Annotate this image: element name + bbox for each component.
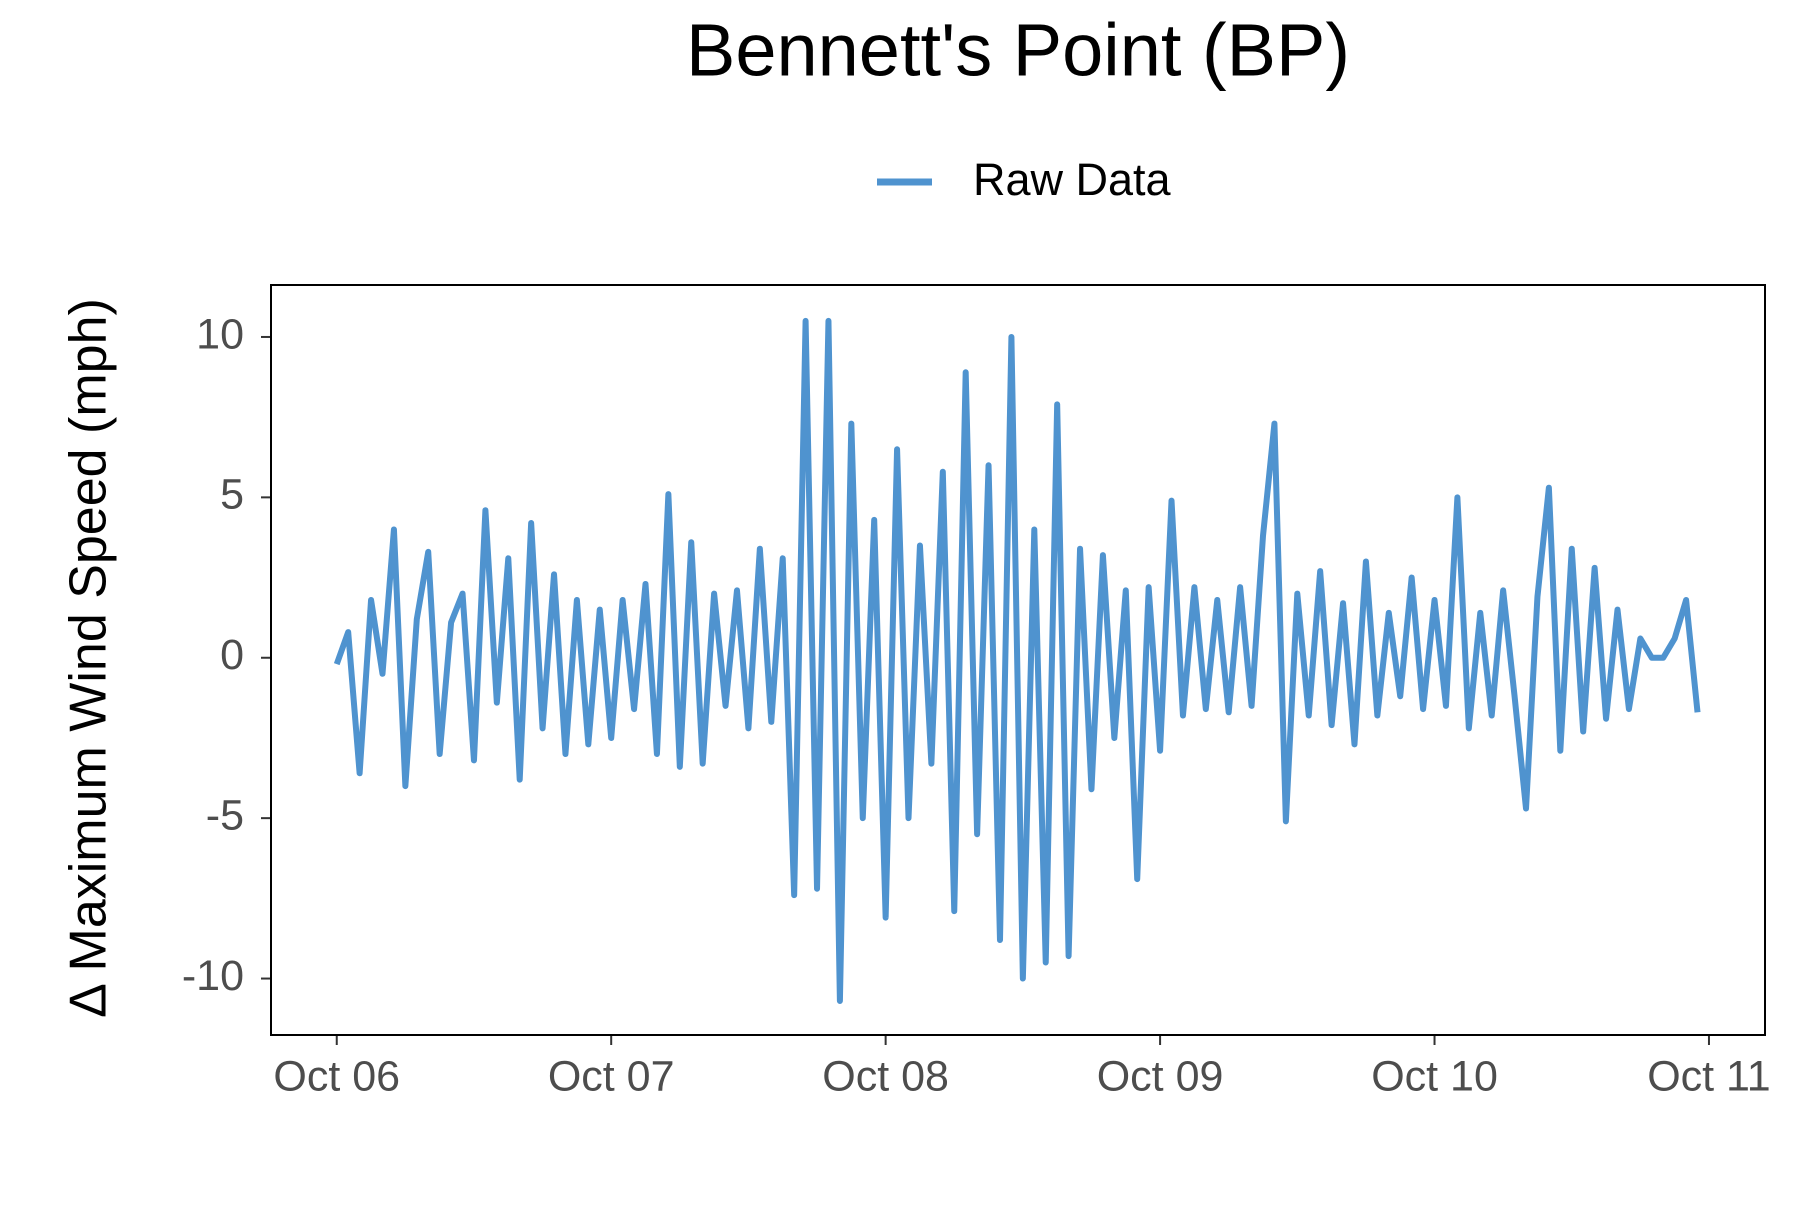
data-line xyxy=(333,317,1701,1004)
x-tick-label: Oct 11 xyxy=(1647,1052,1770,1100)
x-tick-label: Oct 09 xyxy=(1097,1052,1224,1100)
y-tick-label: 5 xyxy=(220,471,244,519)
x-tick-label: Oct 10 xyxy=(1371,1052,1498,1100)
plot: -10 -5 0 5 10 Oct 06 Oct 07 Oct 08 Oct 09 Oct 10 O… xyxy=(182,284,1771,1100)
x-tick-label: Oct 07 xyxy=(548,1052,675,1100)
x-tick-label: Oct 06 xyxy=(273,1052,400,1100)
y-tick-label: 0 xyxy=(220,631,244,679)
y-tick-label: -10 xyxy=(182,952,244,1000)
y-tick-label: -5 xyxy=(206,792,244,840)
chart-title: Bennett's Point (BP) xyxy=(686,9,1350,92)
y-axis-label: Δ Maximum Wind Speed (mph) xyxy=(60,298,118,1018)
x-tick-label: Oct 08 xyxy=(822,1052,949,1100)
y-tick-label: 10 xyxy=(196,310,244,358)
legend: Raw Data xyxy=(877,154,1172,205)
legend-label: Raw Data xyxy=(973,154,1172,205)
plot-border xyxy=(270,284,1766,1036)
